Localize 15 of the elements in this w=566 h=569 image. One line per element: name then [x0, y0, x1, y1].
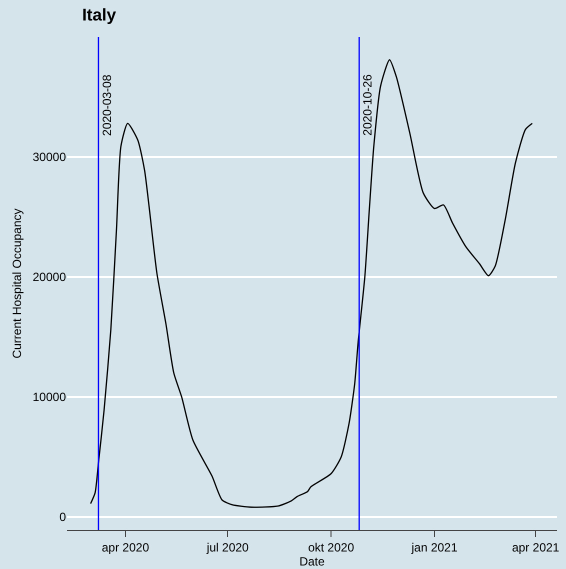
line-series [90, 59, 533, 508]
y-tick-label: 20000 [32, 270, 66, 284]
x-tick-label: jan 2021 [410, 540, 458, 554]
chart-title: Italy [82, 5, 117, 24]
x-tick-label: apr 2021 [512, 540, 560, 554]
ref-line-label: 2020-03-08 [100, 74, 114, 136]
x-tick-label: okt 2020 [308, 540, 354, 554]
y-tick-label: 0 [59, 510, 66, 524]
y-axis-title: Current Hospital Occupancy [10, 208, 24, 359]
x-tick-label: jul 2020 [206, 540, 250, 554]
ref-line-label: 2020-10-26 [360, 74, 375, 136]
x-tick-label: apr 2020 [102, 540, 150, 554]
y-tick-label: 10000 [32, 390, 66, 404]
x-axis-title: Date [299, 554, 325, 568]
y-tick-label: 30000 [32, 150, 66, 164]
